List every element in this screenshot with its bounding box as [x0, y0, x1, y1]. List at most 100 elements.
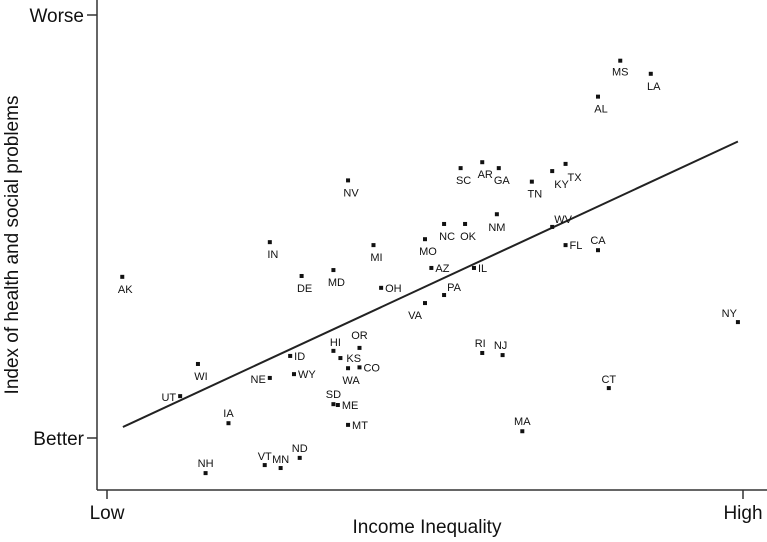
data-point-wy — [291, 372, 296, 377]
data-point-ok — [463, 221, 468, 226]
data-label-nh: NH — [198, 458, 214, 470]
data-label-ks: KS — [346, 353, 361, 365]
data-point-ia — [226, 421, 231, 426]
data-label-or: OR — [351, 330, 368, 342]
data-point-az — [429, 265, 434, 270]
data-label-id: ID — [294, 351, 305, 363]
y-axis-label: Index of health and social problems — [2, 96, 23, 395]
data-label-mi: MI — [370, 252, 382, 264]
data-point-wa — [346, 366, 351, 371]
data-label-sd: SD — [326, 389, 341, 401]
data-point-ak — [120, 274, 125, 279]
data-point-ms — [618, 58, 623, 63]
data-point-nh — [203, 471, 208, 476]
data-label-sc: SC — [456, 175, 471, 187]
data-label-ut: UT — [161, 392, 176, 404]
data-point-vt — [262, 463, 267, 468]
data-label-ga: GA — [494, 175, 511, 187]
data-point-al — [595, 94, 600, 99]
data-label-fl: FL — [570, 240, 583, 252]
data-label-ma: MA — [514, 416, 531, 428]
data-point-ks — [338, 356, 343, 361]
data-label-al: AL — [594, 104, 607, 116]
data-point-nm — [494, 212, 499, 217]
data-label-ne: NE — [251, 374, 266, 386]
data-points: AK UT WI NH IA IN NE VT MN ID WY ND DE MD HI SD KS ME NV WA… — [118, 58, 740, 476]
data-point-la — [648, 71, 653, 76]
data-point-ny — [735, 320, 740, 325]
data-label-mn: MN — [272, 454, 289, 466]
data-label-nv: NV — [343, 187, 359, 199]
data-label-wv: WV — [554, 214, 572, 226]
x-axis-label: Income Inequality — [353, 517, 502, 538]
data-point-co — [357, 365, 362, 370]
data-label-nc: NC — [439, 231, 455, 243]
data-label-va: VA — [408, 310, 423, 322]
data-label-md: MD — [328, 277, 345, 289]
data-point-ga — [496, 166, 501, 171]
data-point-mi — [371, 243, 376, 248]
data-point-ut — [178, 394, 183, 399]
data-label-in: IN — [267, 249, 278, 261]
data-label-ms: MS — [612, 67, 629, 79]
y-tick-label: Worse — [29, 6, 84, 27]
data-label-la: LA — [647, 81, 661, 93]
data-point-ky — [550, 169, 555, 174]
data-point-nc — [442, 221, 447, 226]
data-label-ri: RI — [475, 338, 486, 350]
data-point-or — [357, 345, 362, 350]
data-point-me — [335, 403, 340, 408]
data-point-de — [299, 273, 304, 278]
data-point-ca — [595, 248, 600, 253]
data-label-tx: TX — [568, 172, 583, 184]
data-label-wa: WA — [342, 375, 360, 387]
data-label-il: IL — [478, 263, 487, 275]
data-label-pa: PA — [447, 282, 462, 294]
data-point-ma — [520, 429, 525, 434]
data-point-ne — [267, 375, 272, 380]
data-point-md — [331, 268, 336, 273]
data-point-id — [288, 353, 293, 358]
data-point-ct — [606, 386, 611, 391]
data-label-az: AZ — [435, 263, 449, 275]
x-tick-label: High — [723, 503, 762, 524]
data-label-ct: CT — [601, 374, 616, 386]
data-point-ri — [480, 350, 485, 355]
data-label-oh: OH — [385, 283, 402, 295]
data-label-wi: WI — [194, 371, 207, 383]
x-tick-label: Low — [90, 503, 125, 524]
data-point-wv — [550, 224, 555, 229]
data-point-wi — [195, 361, 200, 366]
data-label-ar: AR — [478, 169, 493, 181]
data-label-de: DE — [297, 283, 312, 295]
x-ticks: Low High — [90, 490, 763, 524]
data-label-ia: IA — [223, 408, 234, 420]
data-point-nj — [500, 353, 505, 358]
data-point-tn — [529, 179, 534, 184]
data-label-ky: KY — [554, 179, 569, 191]
data-point-nd — [297, 455, 302, 460]
data-point-tx — [563, 161, 568, 166]
data-label-wy: WY — [298, 369, 316, 381]
data-label-ak: AK — [118, 284, 133, 296]
data-label-vt: VT — [258, 451, 272, 463]
data-point-mo — [423, 237, 427, 242]
data-point-il — [471, 265, 476, 270]
data-label-nm: NM — [488, 222, 505, 234]
data-label-hi: HI — [330, 337, 341, 349]
data-label-ny: NY — [722, 308, 738, 320]
data-point-oh — [379, 285, 384, 290]
data-point-ar — [480, 160, 485, 165]
data-point-mn — [278, 466, 283, 471]
data-point-va — [423, 301, 427, 306]
data-label-nj: NJ — [494, 340, 507, 352]
data-label-mo: MO — [419, 246, 437, 258]
data-label-me: ME — [342, 400, 359, 412]
y-tick-label: Better — [33, 429, 84, 450]
data-label-co: CO — [363, 362, 380, 374]
data-point-sc — [458, 166, 463, 171]
y-ticks: Better Worse — [29, 6, 97, 450]
data-label-mt: MT — [352, 420, 368, 432]
data-label-nd: ND — [292, 443, 308, 455]
